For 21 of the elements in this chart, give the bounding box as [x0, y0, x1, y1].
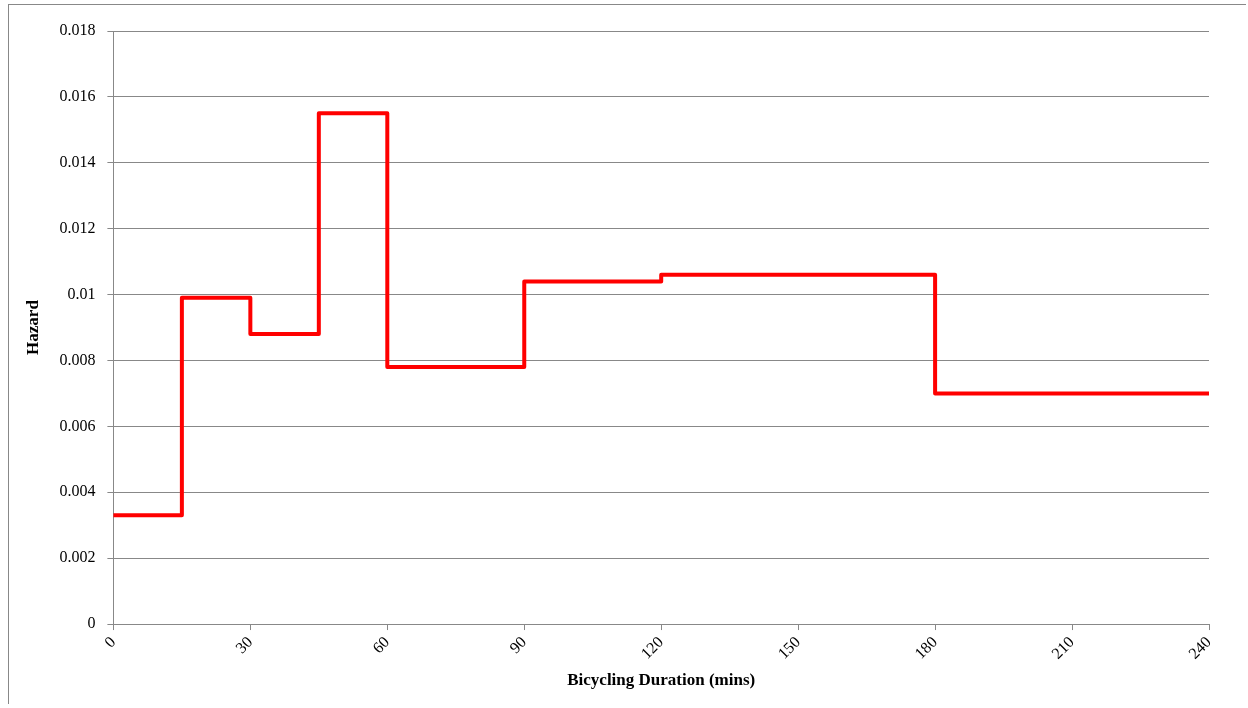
y-tick-label: 0.014: [59, 152, 96, 170]
x-tick-label: 0: [100, 632, 119, 651]
x-tick-label: 30: [232, 632, 256, 657]
y-tick-label: 0.006: [59, 416, 96, 434]
x-tick-label: 120: [637, 632, 667, 662]
y-axis-title: Hazard: [22, 299, 42, 355]
x-tick-label: 150: [774, 632, 804, 662]
y-tick-label: 0.012: [59, 218, 96, 236]
x-tick-label: 180: [911, 632, 941, 662]
y-tick-label: 0.01: [67, 284, 96, 302]
y-tick-label: 0.002: [59, 548, 96, 566]
x-tick-label: 240: [1185, 632, 1215, 662]
y-tick-label: 0.004: [59, 482, 96, 500]
y-tick-label: 0.008: [59, 350, 96, 368]
x-tick-label: 60: [369, 632, 393, 657]
x-tick-label: 90: [506, 632, 530, 657]
y-tick-label: 0.016: [59, 87, 96, 105]
x-tick-label: 210: [1048, 632, 1078, 662]
y-tick-label: 0: [87, 614, 96, 632]
x-axis-title: Bicycling Duration (mins): [567, 670, 756, 690]
y-tick-label: 0.018: [59, 21, 96, 39]
